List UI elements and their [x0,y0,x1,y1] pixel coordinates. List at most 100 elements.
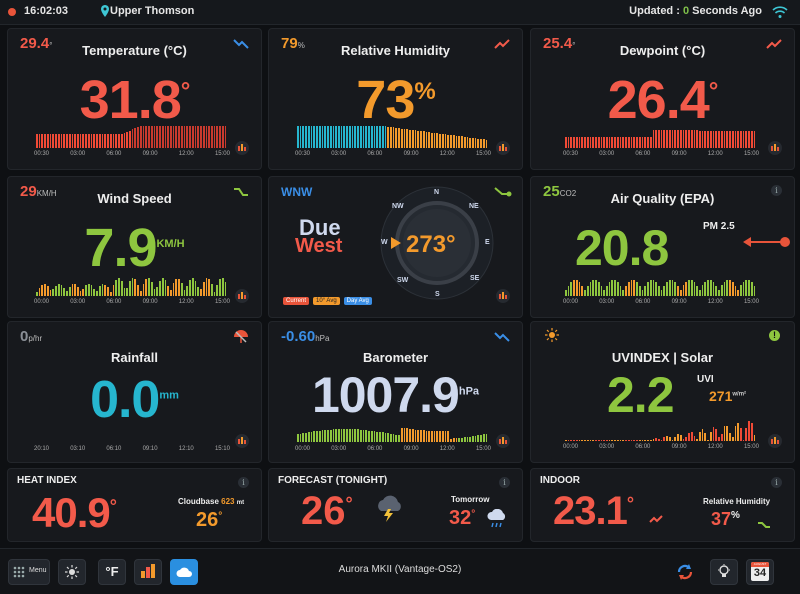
spark-bar [447,135,450,148]
rain-value-number: 0.0 [90,371,160,429]
spark-bar [139,126,142,148]
compass-sw: SW [397,277,409,284]
dewpoint-card[interactable]: 25.4° Dewpoint (°C) 26.4° 00:30 03:00 06:0… [530,28,795,170]
spark-bar [389,127,392,148]
baro-value-number: 1007.9 [311,367,460,423]
spark-bar [123,288,126,296]
spark-bar [633,440,636,441]
humidity-card[interactable]: 79% Relative Humidity 73% 00:30 03:00 06:0… [268,28,523,170]
menu-button[interactable]: Menu [8,559,50,585]
axis-tick: 06:10 [106,446,122,452]
chart-icon[interactable] [768,141,782,155]
chart-icon[interactable] [496,141,510,155]
spark-bar [452,438,455,442]
spark-bar [444,134,447,148]
spark-bar [351,126,354,148]
spark-bar [674,130,677,148]
axis-tick: 03:00 [331,446,347,452]
chart-icon[interactable] [496,289,510,303]
wind-speed-card[interactable]: 29KM/H Wind Speed 7.9KM/H 00:00 03:00 06:0… [7,176,262,318]
wind-direction-card[interactable]: WNW Due West N NE E SE S SW W NW 273° Cu… [268,176,523,318]
wifi-icon[interactable] [772,5,788,19]
theme-button[interactable] [58,559,86,585]
spark-bar [485,434,488,442]
air-quality-card[interactable]: 25CO2 Air Quality (EPA) i 20.8 PM 2.5 00… [530,176,795,318]
solar-value: 271w/m² [709,388,746,404]
spark-bar [403,428,406,442]
lightbulb-button[interactable] [710,559,738,585]
rain-title: Rainfall [111,350,158,365]
info-icon[interactable]: i [771,185,782,196]
uv-solar-card[interactable]: ! UVINDEX | Solar 2.2 UVI 271w/m² 00:00 0… [530,321,795,463]
axis-tick: 06:00 [367,151,383,157]
rain-rate: 0p/hr [20,328,42,345]
spark-bar [329,126,332,148]
spark-bar [589,282,592,296]
spark-bar [428,431,430,442]
rainfall-card[interactable]: 0p/hr Rainfall 0.0mm 20:10 03:10 06:10 09:1… [7,321,262,463]
axis-tick: 06:00 [106,299,122,305]
spark-bar [649,440,652,441]
charts-button[interactable] [134,559,162,585]
chart-icon[interactable] [235,289,249,303]
spark-bar [589,440,592,441]
spark-bar [148,278,150,296]
spark-bar [627,137,630,148]
tomorrow-unit: ° [471,508,476,520]
spark-bar [409,130,411,148]
spark-bar [463,437,466,442]
temperature-card[interactable]: 29.4° Temperature (°C) 31.8° 00:30 03:00 0… [7,28,262,170]
chart-icon[interactable] [235,434,249,448]
spark-bar [49,290,52,296]
refresh-icon[interactable] [676,563,694,581]
spark-bar [600,137,603,148]
spark-bar [704,433,707,441]
alert-icon[interactable]: ! [769,330,780,341]
spark-bar [150,282,153,296]
spark-bar [701,131,704,148]
axis-tick: 00:00 [563,444,579,450]
temperature-value-unit: ° [180,78,191,105]
chart-icon[interactable] [496,434,510,448]
info-icon[interactable]: i [499,477,510,488]
chart-icon[interactable] [768,434,782,448]
axis-tick: 03:00 [70,151,86,157]
indoor-rh-label: Relative Humidity [703,497,771,506]
chart-icon[interactable] [235,141,249,155]
spark-bar [145,279,148,296]
spark-bar [480,435,482,442]
axis-tick: 03:00 [331,151,347,157]
spark-bar [433,431,436,442]
heat-index-card[interactable]: HEAT INDEX i 40.9° Cloudbase 623 mt 26° [7,468,262,542]
spark-bar [101,284,104,296]
spark-bar [85,285,87,296]
spark-bar [745,428,748,441]
spark-bar [726,280,729,296]
spark-bar [647,137,649,148]
info-icon[interactable]: i [238,477,249,488]
spark-bar [723,426,726,441]
barometer-card[interactable]: -0.60hPa Barometer 1007.9hPa 00:00 03:00 0… [268,321,523,463]
spark-bar [447,431,450,442]
spark-bar [44,284,46,296]
calendar-button[interactable]: AUGUST 34 [746,559,774,585]
weather-button[interactable] [170,559,198,585]
spark-bar [616,440,619,441]
indoor-card[interactable]: INDOOR i 23.1° Relative Humidity 37% [530,468,795,542]
spark-bar [299,126,302,148]
forecast-card[interactable]: FORECAST (TONIGHT) i 26° Tomorrow 32° [268,468,523,542]
spark-bar [128,131,131,148]
spark-bar [679,290,682,296]
legend-current: Current [283,297,310,305]
spark-bar [709,432,712,441]
spark-bar [458,438,461,442]
spark-bar [368,126,370,148]
location-label[interactable]: Upper Thomson [110,5,195,17]
arrow-left-icon [743,235,791,247]
unit-toggle-button[interactable]: °F [98,559,126,585]
spark-bar [49,134,52,148]
spark-bar [461,438,463,442]
spark-bar [224,126,227,148]
spark-bar [373,126,376,148]
info-icon[interactable]: i [771,477,782,488]
